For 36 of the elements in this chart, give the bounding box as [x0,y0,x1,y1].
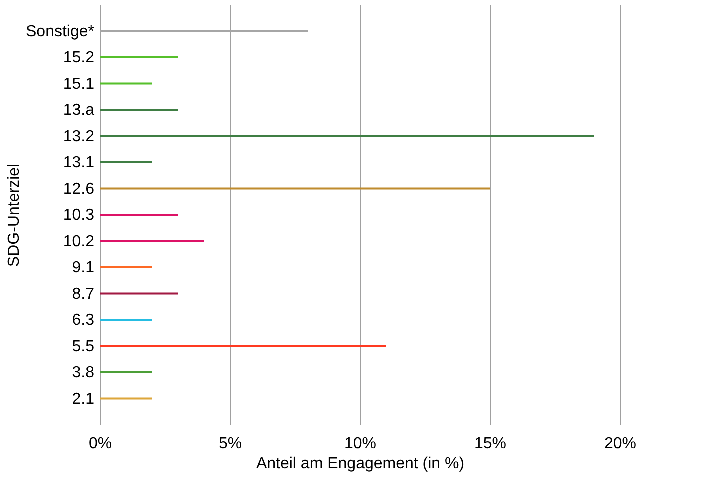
y-tick-label: 2.1 [72,390,95,408]
y-tick-label: 15.1 [63,76,95,93]
y-tick-label: 12.6 [63,180,95,198]
bar [100,82,152,85]
y-tick-label: Sonstige* [26,23,94,40]
bar [100,319,152,321]
y-axis-title: SDG-Unterziel [6,164,24,268]
bar [100,109,178,111]
y-tick-label: 13.1 [63,154,95,172]
bar [100,214,178,216]
bar [100,372,152,374]
y-tick-label: 5.5 [72,338,95,356]
bar [100,345,386,348]
y-tick-label: 9.1 [72,260,95,276]
y-tick-label: 13.a [63,102,95,119]
bar [100,266,152,268]
bar [100,188,490,190]
x-tick-label: 0% [88,436,112,452]
y-tick-label: 3.8 [72,364,95,382]
x-axis-title: Anteil am Engagement (in %) [256,456,465,472]
bar [100,292,178,295]
bar [100,56,178,58]
y-tick-label: 10.3 [63,207,95,224]
y-tick-label: 8.7 [72,286,95,303]
x-tick-label: 5% [218,436,242,452]
x-tick-label: 10% [344,436,377,452]
bar [100,135,594,138]
y-tick-label: 15.2 [63,50,95,66]
bar [100,240,204,242]
y-tick-label: 6.3 [72,312,95,329]
bar [100,398,152,400]
y-tick-label: 13.2 [63,128,95,146]
bar [100,162,152,164]
y-tick-label: 10.2 [63,233,95,250]
x-tick-label: 15% [474,436,507,452]
x-tick-label: 20% [604,436,637,452]
